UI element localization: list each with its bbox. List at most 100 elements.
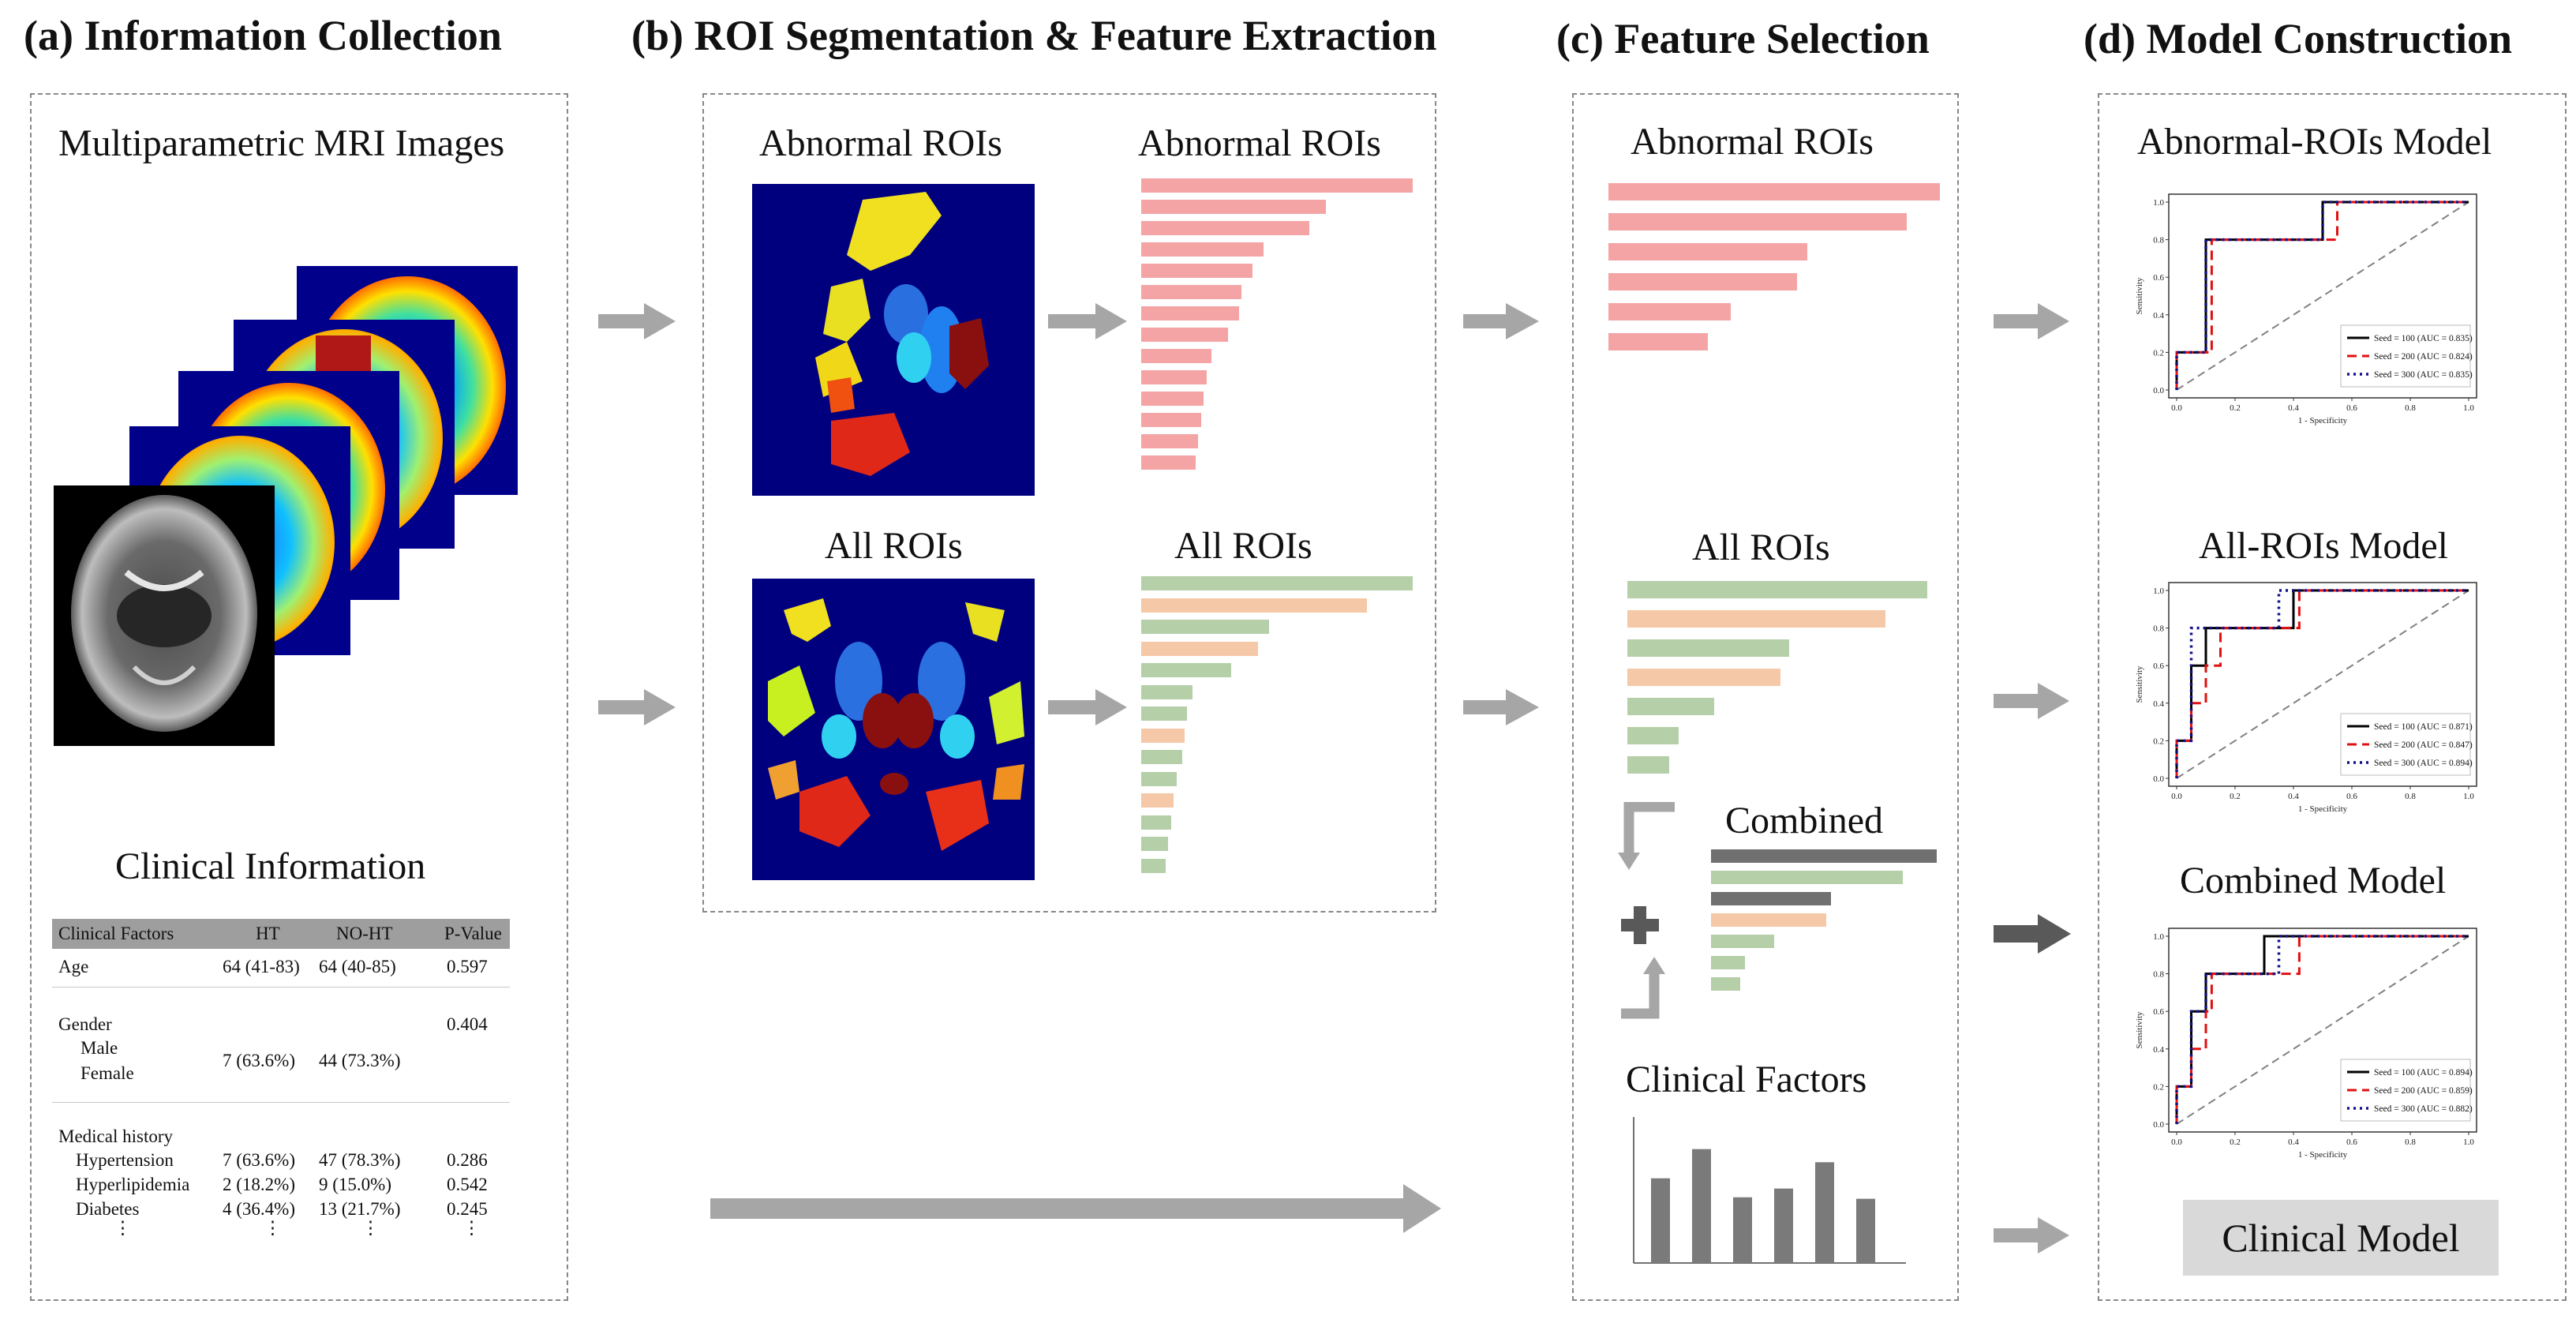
arrow-c-to-d-combined <box>1994 914 2071 954</box>
section-b-title: (b) ROI Segmentation & Feature Extractio… <box>631 12 1437 59</box>
gender-male: Male <box>80 1038 118 1058</box>
combine-icons <box>1618 802 1675 1019</box>
b-all-bar-2 <box>1141 598 1367 613</box>
roc-chart-abnormal: 0.0 0.0 0.2 0.2 0.4 0.4 0.6 0.6 0.8 0.8 1.0 1.0 1 - … <box>2135 193 2477 425</box>
model-2-title: All-ROIs Model <box>2199 525 2448 567</box>
roc-chance-line <box>2176 935 2469 1125</box>
hyperlipidemia-label: Hyperlipidemia <box>76 1175 190 1194</box>
roc-chance-line <box>2176 590 2469 779</box>
diabetes-label: Diabetes <box>76 1199 140 1219</box>
clinical-factor-bar-3 <box>1733 1197 1752 1263</box>
roc-y-tick-label: 0.4 <box>2153 699 2164 709</box>
b-abnormal-bar-1 <box>1141 178 1413 193</box>
model-1-title: Abnormal-ROIs Model <box>2137 121 2492 163</box>
roc-x-tick-label: 0.8 <box>2405 1137 2416 1147</box>
clinical-factors-chart <box>1633 1117 1906 1264</box>
roc-x-tick-label: 0.2 <box>2230 792 2241 801</box>
b-abnormal-bar-8 <box>1141 328 1228 342</box>
roc-legend-label-seed-300: Seed = 300 (AUC = 0.835) <box>2374 370 2473 380</box>
mri-images-title: Multiparametric MRI Images <box>58 122 505 164</box>
c-all-bar-2 <box>1627 610 1885 628</box>
roc-x-tick-label: 0.8 <box>2405 403 2416 413</box>
roc-chart-all: 0.0 0.0 0.2 0.2 0.4 0.4 0.6 0.6 0.8 0.8 1.0 1.0 1 - … <box>2135 582 2477 814</box>
table-header-ht: HT <box>256 924 280 943</box>
arrow-head-up-icon <box>1643 957 1665 974</box>
c-all-bar-6 <box>1627 727 1679 744</box>
plus-icon <box>1621 906 1659 944</box>
arrow-c-to-d-top <box>1994 303 2069 339</box>
roc-curve-seed-300 <box>2175 589 2469 778</box>
b-abnormal-bar-5 <box>1141 264 1252 278</box>
arrow-b-all-img-to-bars <box>1048 689 1127 725</box>
roc-y-tick-label: 0.8 <box>2153 236 2164 245</box>
c-abnormal-selected-bars <box>1608 183 1940 365</box>
b-all-bar-6 <box>1141 684 1193 699</box>
ellipsis-2: ⋮ <box>264 1218 282 1238</box>
roc-legend-label-seed-300: Seed = 300 (AUC = 0.882) <box>2374 1104 2473 1114</box>
roc-y-axis-label: Sensitivity <box>2135 665 2144 703</box>
roc-y-tick-label: 0.6 <box>2153 273 2164 283</box>
b-all-bar-14 <box>1141 858 1166 873</box>
panel-roi-segmentation <box>702 93 1436 913</box>
roc-x-axis-label: 1 - Specificity <box>2298 416 2348 425</box>
arrow-a-to-b-top <box>598 303 676 339</box>
b-all-bar-11 <box>1141 793 1174 808</box>
roc-y-tick-label: 1.0 <box>2153 587 2164 596</box>
hyperlipidemia-ht: 2 (18.2%) <box>223 1175 295 1194</box>
roc-y-tick-label: 1.0 <box>2153 198 2164 208</box>
roc-x-tick-label: 0.8 <box>2405 792 2416 801</box>
roc-y-tick-label: 0.0 <box>2153 1120 2164 1130</box>
clinical-factor-bar-1 <box>1651 1178 1670 1263</box>
history-label: Medical history <box>58 1126 173 1146</box>
diabetes-noht: 13 (21.7%) <box>319 1199 401 1219</box>
roc-y-tick-label: 0.0 <box>2153 774 2164 784</box>
c-all-selected-bars <box>1627 581 1927 778</box>
section-d-title: (d) Model Construction <box>2084 15 2512 62</box>
b-abnormal-bar-13 <box>1141 434 1198 448</box>
c-combined-bar-5 <box>1711 935 1774 948</box>
abnormal-roi-segmentation-image <box>752 184 1035 496</box>
roc-legend-label-seed-100: Seed = 100 (AUC = 0.871) <box>2374 722 2473 732</box>
roc-x-axis-label: 1 - Specificity <box>2298 804 2348 814</box>
b-all-bar-9 <box>1141 750 1182 764</box>
table-header-row: Clinical Factors HT NO-HT P-Value <box>52 919 510 949</box>
roc-x-tick-label: 1.0 <box>2463 403 2474 413</box>
mri-image-stack <box>54 266 518 746</box>
ellipsis-4: ⋮ <box>462 1218 481 1238</box>
roc-x-tick-label: 0.6 <box>2346 1137 2357 1147</box>
diabetes-p: 0.245 <box>447 1199 488 1219</box>
b-abnormal-bar-9 <box>1141 349 1211 363</box>
b-abnormal-bar-12 <box>1141 413 1201 427</box>
roc-chance-line <box>2176 201 2469 391</box>
age-label: Age <box>58 957 89 976</box>
c-all-bar-1 <box>1627 581 1927 598</box>
roc-y-tick-label: 0.2 <box>2153 1082 2164 1092</box>
roc-x-tick-label: 0.6 <box>2346 403 2357 413</box>
hypertension-p: 0.286 <box>447 1150 488 1170</box>
gender-p: 0.404 <box>447 1014 488 1034</box>
roc-y-tick-label: 0.0 <box>2153 386 2164 395</box>
table-header-factors: Clinical Factors <box>58 924 174 943</box>
roc-curve-seed-200 <box>2175 589 2469 778</box>
roc-legend-label-seed-100: Seed = 100 (AUC = 0.835) <box>2374 334 2473 343</box>
roc-y-tick-label: 0.4 <box>2153 311 2164 320</box>
hypertension-ht: 7 (63.6%) <box>223 1150 295 1170</box>
table-row-age: Age 64 (41-83) 64 (40-85) 0.597 <box>52 949 510 988</box>
b-all-bar-12 <box>1141 815 1171 830</box>
roc-x-tick-label: 0.0 <box>2171 792 2182 801</box>
roc-legend-label-seed-200: Seed = 200 (AUC = 0.847) <box>2374 740 2473 750</box>
c-combined-bar-7 <box>1711 977 1740 991</box>
diabetes-ht: 4 (36.4%) <box>223 1199 295 1219</box>
arrow-b-abnormal-img-to-bars <box>1048 303 1127 339</box>
roc-x-axis-label: 1 - Specificity <box>2298 1150 2348 1160</box>
roc-y-tick-label: 0.2 <box>2153 736 2164 746</box>
clinical-model-box: Clinical Model <box>2183 1200 2499 1276</box>
roc-legend-label-seed-200: Seed = 200 (AUC = 0.824) <box>2374 352 2473 362</box>
roc-y-tick-label: 1.0 <box>2153 932 2164 942</box>
c-all-bar-5 <box>1627 698 1714 715</box>
clinical-factor-bar-5 <box>1815 1162 1834 1263</box>
gender-female: Female <box>80 1063 134 1083</box>
clinical-table: Clinical Factors HT NO-HT P-Value Age 64… <box>52 919 510 1253</box>
b-all-bar-13 <box>1141 837 1168 851</box>
roc-x-tick-label: 0.6 <box>2346 792 2357 801</box>
